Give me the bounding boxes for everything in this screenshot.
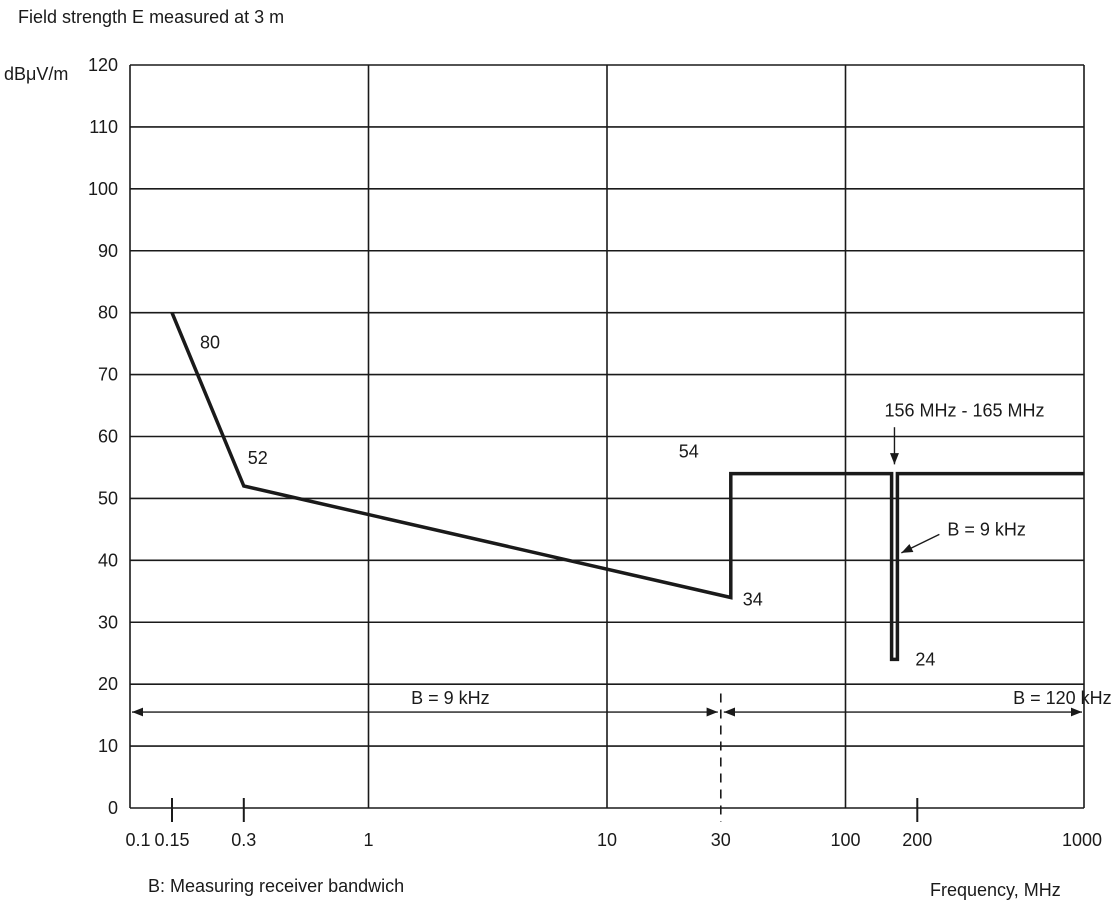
x-tick-label: 0.1 (125, 830, 150, 850)
point-label: 34 (743, 589, 763, 609)
x-tick-label: 10 (597, 830, 617, 850)
y-tick-label: 100 (88, 179, 118, 199)
annotations: 80 52 54 34 24 B = 9 kHz B = 120 kHz 156 MHz - … (132, 333, 1112, 822)
point-label: 52 (248, 448, 268, 468)
band-range-label: 156 MHz - 165 MHz (884, 401, 1044, 421)
notch-pointer-arrow (901, 533, 940, 554)
y-tick-label: 20 (98, 674, 118, 694)
notch-bandwidth-label: B = 9 kHz (947, 519, 1026, 539)
limit-line (170, 312, 1084, 662)
low-band-label: B = 9 kHz (411, 688, 490, 708)
grid (129, 64, 1085, 809)
y-tick-label: 70 (98, 365, 118, 385)
y-tick-label: 60 (98, 427, 118, 447)
high-band-label: B = 120 kHz (1013, 688, 1112, 708)
x-tick-label: 1000 (1062, 830, 1102, 850)
x-tick-label: 1 (363, 830, 373, 850)
series-layer (170, 312, 1084, 662)
y-tick-label: 120 (88, 55, 118, 75)
y-axis-label: dBμV/m (4, 64, 69, 84)
y-tick-label: 110 (89, 117, 118, 137)
y-tick-label: 30 (98, 612, 118, 632)
y-tick-label: 0 (108, 798, 118, 818)
x-tick-label: 200 (902, 830, 932, 850)
point-label: 80 (200, 333, 220, 353)
footnote: B: Measuring receiver bandwich (148, 876, 405, 896)
x-tick-label: 0.15 (154, 830, 189, 850)
y-tick-label: 80 (98, 303, 118, 323)
y-tick-label: 50 (98, 488, 118, 508)
chart-title: Field strength E measured at 3 m (18, 7, 285, 27)
x-tick-label: 0.3 (231, 830, 256, 850)
x-axis-label: Frequency, MHz (930, 880, 1061, 900)
y-tick-label: 40 (98, 550, 118, 570)
point-label: 54 (679, 442, 699, 462)
y-tick-label: 90 (98, 241, 118, 261)
x-tick-label: 100 (830, 830, 860, 850)
x-tick-label: 30 (711, 830, 731, 850)
y-tick-label: 10 (98, 736, 118, 756)
point-label: 24 (915, 649, 935, 669)
